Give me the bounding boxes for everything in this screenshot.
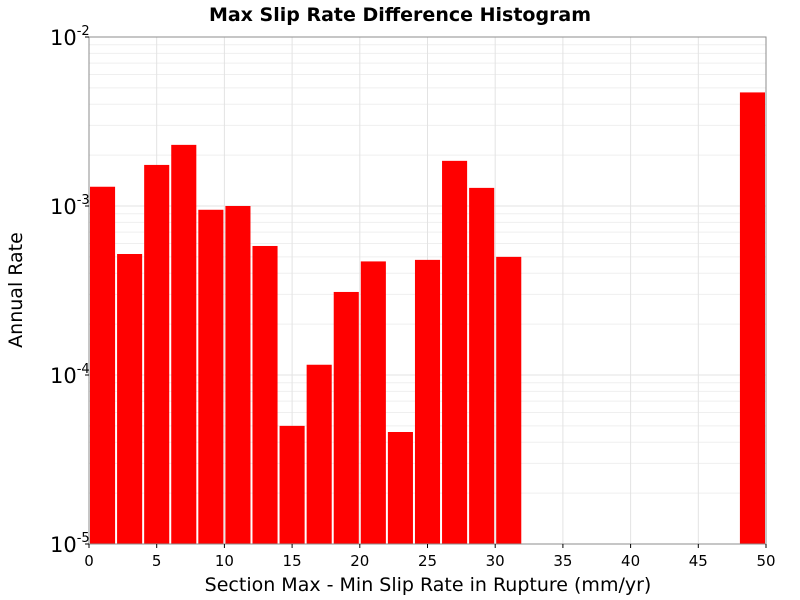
histogram-bar xyxy=(360,261,386,544)
histogram-bar xyxy=(306,364,332,544)
y-tick-exponent: -2 xyxy=(77,24,90,39)
y-tick-base: 10 xyxy=(50,533,77,557)
chart-title: Max Slip Rate Difference Histogram xyxy=(209,4,591,26)
y-tick-base: 10 xyxy=(50,364,77,388)
histogram-bar xyxy=(252,245,278,545)
x-tick-label: 20 xyxy=(350,552,369,570)
y-tick-base: 10 xyxy=(50,26,77,50)
x-axis-label: Section Max - Min Slip Rate in Rupture (… xyxy=(205,574,652,596)
histogram-bar xyxy=(469,187,495,544)
histogram-bar xyxy=(414,259,441,544)
histogram-bar xyxy=(333,291,359,544)
x-tick-label: 25 xyxy=(418,552,437,570)
y-tick-label: 10-3 xyxy=(50,193,90,219)
x-tick-label: 15 xyxy=(283,552,302,570)
histogram-bar xyxy=(279,425,305,544)
x-axis-ticks: 0 5 10 15 20 25 30 35 40 45 50 xyxy=(84,544,776,570)
x-tick-label: 50 xyxy=(756,552,775,570)
histogram-bar xyxy=(171,144,197,545)
histogram-bar xyxy=(496,256,522,544)
x-tick-label: 5 xyxy=(152,552,162,570)
x-tick-label: 40 xyxy=(621,552,640,570)
y-axis-label: Annual Rate xyxy=(5,232,27,348)
x-tick-label: 45 xyxy=(689,552,708,570)
histogram-bar xyxy=(739,92,765,544)
x-tick-label: 35 xyxy=(553,552,572,570)
bars-group xyxy=(90,92,765,545)
y-tick-label: 10-4 xyxy=(50,362,90,388)
histogram-bar xyxy=(387,431,413,544)
histogram-bar xyxy=(117,253,143,545)
y-tick-label: 10-5 xyxy=(50,531,90,557)
histogram-bar xyxy=(442,160,468,545)
x-tick-label: 0 xyxy=(84,552,94,570)
histogram-bar xyxy=(90,186,116,544)
y-tick-exponent: -5 xyxy=(77,531,90,546)
y-tick-base: 10 xyxy=(50,195,77,219)
histogram-bar xyxy=(144,164,170,544)
x-tick-label: 30 xyxy=(486,552,505,570)
y-tick-exponent: -4 xyxy=(77,362,90,377)
y-tick-label: 10-2 xyxy=(50,24,90,50)
y-tick-exponent: -3 xyxy=(77,193,90,208)
histogram-bar xyxy=(198,209,224,544)
y-axis-ticks: 10-510-410-310-2 xyxy=(50,24,90,557)
histogram-bar xyxy=(225,206,251,544)
x-tick-label: 10 xyxy=(215,552,234,570)
